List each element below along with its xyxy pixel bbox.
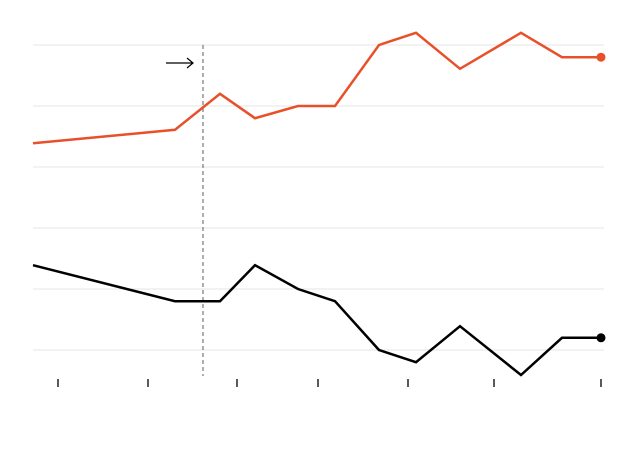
end-dot xyxy=(596,52,606,62)
series-line xyxy=(32,31,601,145)
series-line xyxy=(32,263,601,377)
arrow xyxy=(166,57,194,69)
end-dot xyxy=(596,333,606,343)
marks xyxy=(32,31,606,377)
grid xyxy=(33,44,604,387)
